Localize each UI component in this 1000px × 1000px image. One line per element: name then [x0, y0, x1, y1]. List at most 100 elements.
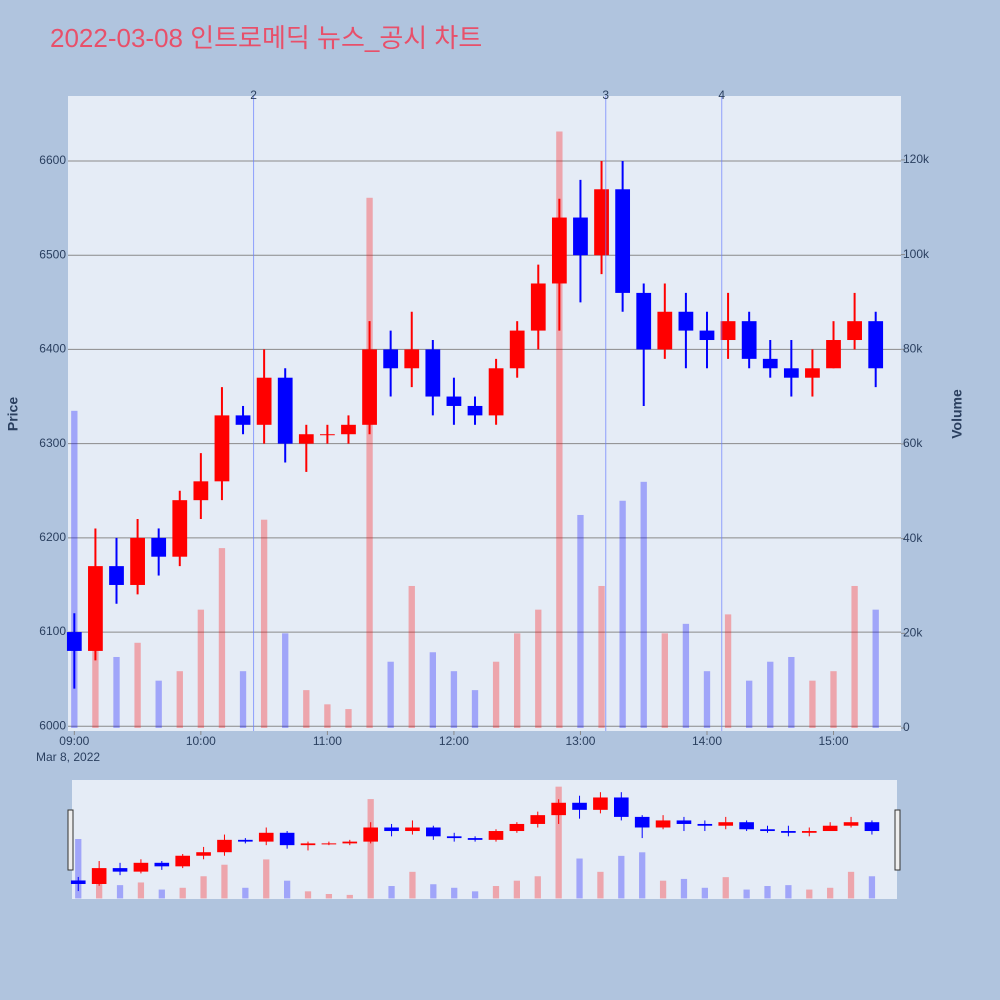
- volume-bar: [71, 410, 78, 728]
- annotation-label: 2: [250, 88, 257, 102]
- candle-body: [320, 434, 335, 436]
- volume-bar: [176, 671, 183, 728]
- volume-bar: [847, 871, 855, 899]
- candle-body: [594, 189, 609, 256]
- candle-body: [426, 827, 441, 837]
- volume-bar: [387, 661, 394, 728]
- volume-bar: [659, 880, 667, 899]
- volume-bar: [155, 680, 162, 728]
- volume-bar: [722, 877, 729, 899]
- candle-body: [805, 368, 820, 378]
- candle-body: [300, 843, 316, 846]
- volume-bar: [303, 690, 310, 728]
- volume-bar: [514, 633, 521, 728]
- candle-body: [509, 330, 525, 369]
- volume-bar: [682, 623, 690, 728]
- candle-body: [530, 283, 546, 331]
- y-axis-title: Price: [5, 397, 21, 431]
- volume-bar: [619, 500, 626, 728]
- candle-body: [362, 349, 377, 425]
- annotation-label: 3: [602, 88, 609, 102]
- volume-bar: [598, 585, 605, 728]
- candle-body: [530, 815, 546, 824]
- y2-axis-title: Volume: [949, 389, 965, 439]
- volume-bar: [409, 871, 416, 899]
- volume-bar: [830, 671, 837, 728]
- volume-bar: [806, 889, 813, 899]
- x-tick-label: 12:00: [439, 734, 469, 748]
- candle-body: [634, 816, 650, 828]
- volume-bar: [96, 880, 103, 899]
- candle-body: [613, 797, 629, 817]
- candle-body: [446, 836, 462, 839]
- candle-body: [256, 377, 272, 425]
- candle-body: [238, 839, 253, 842]
- x-date-label: Mar 8, 2022: [36, 750, 100, 764]
- y2-tick-label: 20k: [903, 625, 923, 639]
- volume-bar: [513, 880, 521, 899]
- volume-bar: [745, 680, 753, 728]
- candle-body: [70, 880, 86, 884]
- volume-bar: [724, 614, 732, 728]
- candle-body: [488, 368, 504, 416]
- volume-bar: [535, 609, 542, 728]
- x-tick-label: 11:00: [313, 734, 342, 748]
- volume-bar: [471, 690, 479, 728]
- volume-bar: [555, 786, 562, 899]
- volume-bar: [197, 609, 205, 728]
- volume-bar: [218, 548, 226, 728]
- volume-bar: [134, 642, 141, 728]
- candle-body: [151, 537, 167, 557]
- candle-body: [636, 292, 652, 350]
- candle-body: [676, 820, 692, 824]
- y2-tick-label: 100k: [903, 247, 930, 261]
- candle-body: [509, 823, 525, 832]
- volume-bar: [116, 885, 124, 899]
- volume-bar: [703, 671, 711, 728]
- candle-body: [109, 566, 124, 585]
- y-tick-label: 6500: [39, 247, 66, 261]
- volume-bar: [868, 876, 876, 899]
- volume-bar: [701, 887, 708, 899]
- candle-body: [720, 321, 736, 341]
- candle-body: [467, 405, 483, 416]
- candle-body: [363, 827, 378, 842]
- candle-body: [112, 868, 128, 872]
- volume-bar: [242, 887, 249, 899]
- slider-handle[interactable]: [894, 809, 901, 871]
- volume-bar: [661, 633, 668, 728]
- y-tick-label: 6400: [39, 342, 66, 356]
- volume-bar: [179, 887, 186, 899]
- candle-body: [678, 311, 694, 331]
- candle-body: [762, 358, 778, 369]
- candle-body: [572, 802, 587, 810]
- candle-body: [655, 820, 671, 828]
- volume-bar: [92, 633, 99, 728]
- slider-handle[interactable]: [67, 809, 74, 871]
- x-tick-label: 10:00: [186, 734, 216, 748]
- candle-body: [384, 827, 399, 832]
- candle-body: [593, 797, 608, 810]
- volume-bar: [872, 609, 879, 728]
- candle-body: [175, 855, 191, 867]
- x-tick-label: 15:00: [819, 734, 849, 748]
- candle-body: [217, 839, 232, 853]
- volume-bar: [283, 880, 291, 899]
- volume-bar: [388, 886, 395, 899]
- y2-tick-label: 0: [903, 720, 910, 734]
- volume-bar: [640, 481, 647, 728]
- volume-bar: [450, 671, 458, 728]
- candle-body: [551, 217, 567, 284]
- x-tick-label: 09:00: [59, 734, 89, 748]
- volume-bar: [743, 889, 750, 899]
- candle-body: [699, 330, 715, 341]
- candle-body: [615, 189, 631, 293]
- volume-bar: [345, 709, 352, 728]
- candle-body: [383, 349, 399, 369]
- candle-body: [822, 825, 838, 832]
- volume-bar: [239, 671, 247, 728]
- range-slider[interactable]: [72, 780, 897, 899]
- y-tick-label: 6600: [39, 153, 66, 167]
- volume-bar: [451, 887, 458, 899]
